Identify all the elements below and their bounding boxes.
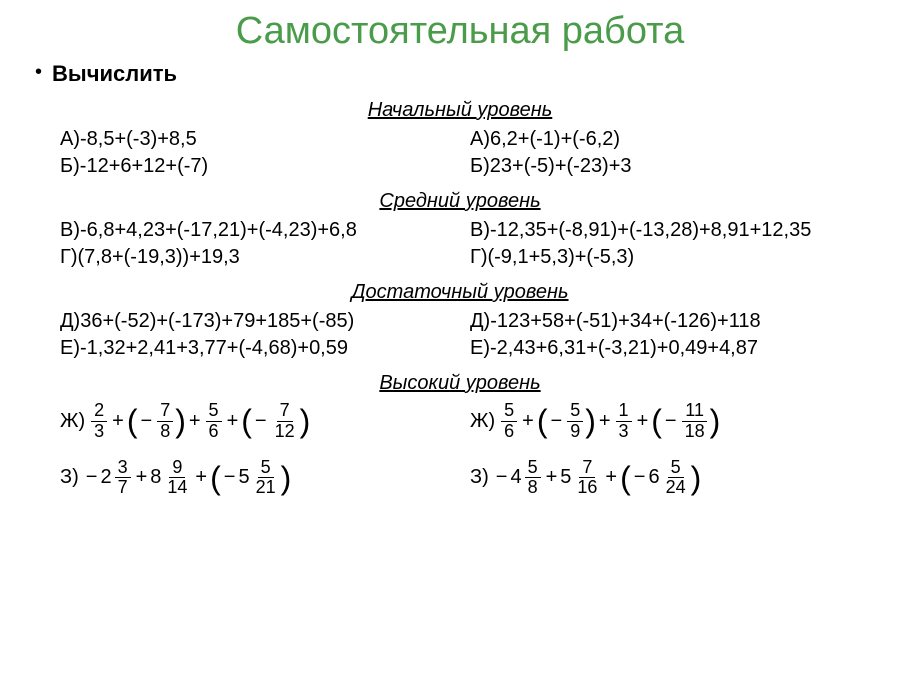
problem-row: А)-8,5+(-3)+8,5А)6,2+(-1)+(-6,2) xyxy=(30,128,890,151)
operator: + xyxy=(195,466,207,489)
operator: ( xyxy=(620,462,631,494)
sufficient-problems: Д)36+(-52)+(-173)+79+185+(-85)Д)-123+58+… xyxy=(30,310,890,360)
level-header-middle: Средний уровень xyxy=(30,190,890,213)
problem-label: Ж) xyxy=(60,410,85,433)
whole-part: 5 xyxy=(238,466,249,489)
problem-left: Е)-1,32+2,41+3,77+(-4,68)+0,59 xyxy=(30,337,470,360)
operator: + xyxy=(605,466,617,489)
subtitle-container: • Вычислить xyxy=(30,61,890,87)
whole-part: 5 xyxy=(560,466,571,489)
operator: ) xyxy=(175,405,186,437)
problem-left: Д)36+(-52)+(-173)+79+185+(-85) xyxy=(30,310,470,333)
mixed-fraction: 8914 xyxy=(150,458,192,499)
problem-left: Б)-12+6+12+(-7) xyxy=(30,155,470,178)
operator: − xyxy=(86,466,98,489)
problem-row: Е)-1,32+2,41+3,77+(-4,68)+0,59Е)-2,43+6,… xyxy=(30,337,890,360)
fraction: 716 xyxy=(574,458,600,499)
operator: − xyxy=(665,410,677,433)
fraction: 914 xyxy=(164,458,190,499)
whole-part: 2 xyxy=(100,466,111,489)
fraction: 56 xyxy=(206,401,222,442)
high-problem-row: З)−237+8914+(−5521)З)−458+5716+(−6524) xyxy=(30,458,890,499)
problem-left: В)-6,8+4,23+(-17,21)+(-4,23)+6,8 xyxy=(30,219,470,242)
operator: ) xyxy=(585,405,596,437)
high-problem-row: Ж)23+(−78)+56+(−712)Ж)56+(−59)+13+(−1118… xyxy=(30,401,890,442)
operator: ) xyxy=(300,405,311,437)
fraction: 56 xyxy=(501,401,517,442)
problem-right: Б)23+(-5)+(-23)+3 xyxy=(470,155,632,178)
fraction: 58 xyxy=(525,458,541,499)
operator: ( xyxy=(537,405,548,437)
page-title: Самостоятельная работа xyxy=(30,10,890,53)
operator: − xyxy=(255,410,267,433)
fraction-expression: Ж)23+(−78)+56+(−712) xyxy=(30,401,470,442)
operator: − xyxy=(496,466,508,489)
high-problems: Ж)23+(−78)+56+(−712)Ж)56+(−59)+13+(−1118… xyxy=(30,401,890,498)
fraction: 524 xyxy=(663,458,689,499)
operator: ) xyxy=(281,462,292,494)
mixed-fraction: 237 xyxy=(100,458,132,499)
whole-part: 6 xyxy=(648,466,659,489)
problem-right: Е)-2,43+6,31+(-3,21)+0,49+4,87 xyxy=(470,337,758,360)
fraction: 712 xyxy=(272,401,298,442)
problem-right: А)6,2+(-1)+(-6,2) xyxy=(470,128,620,151)
problem-row: Д)36+(-52)+(-173)+79+185+(-85)Д)-123+58+… xyxy=(30,310,890,333)
operator: + xyxy=(599,410,611,433)
mixed-fraction: 5521 xyxy=(238,458,280,499)
subtitle-text: Вычислить xyxy=(52,61,177,87)
operator: ( xyxy=(210,462,221,494)
fraction-expression: З)−237+8914+(−5521) xyxy=(30,458,470,499)
problem-row: Г)(7,8+(-19,3))+19,3Г)(-9,1+5,3)+(-5,3) xyxy=(30,246,890,269)
fraction: 23 xyxy=(91,401,107,442)
middle-problems: В)-6,8+4,23+(-17,21)+(-4,23)+6,8В)-12,35… xyxy=(30,219,890,269)
fraction: 1118 xyxy=(682,401,708,442)
operator: ) xyxy=(691,462,702,494)
problem-left: А)-8,5+(-3)+8,5 xyxy=(30,128,470,151)
beginner-problems: А)-8,5+(-3)+8,5А)6,2+(-1)+(-6,2)Б)-12+6+… xyxy=(30,128,890,178)
problem-right: В)-12,35+(-8,91)+(-13,28)+8,91+12,35 xyxy=(470,219,811,242)
fraction: 13 xyxy=(616,401,632,442)
operator: + xyxy=(136,466,148,489)
problem-label: Ж) xyxy=(470,410,495,433)
problem-row: Б)-12+6+12+(-7)Б)23+(-5)+(-23)+3 xyxy=(30,155,890,178)
fraction-expression: З)−458+5716+(−6524) xyxy=(470,458,701,499)
operator: ( xyxy=(241,405,252,437)
whole-part: 8 xyxy=(150,466,161,489)
whole-part: 4 xyxy=(510,466,521,489)
operator: ( xyxy=(651,405,662,437)
fraction: 521 xyxy=(253,458,279,499)
operator: + xyxy=(546,466,558,489)
operator: + xyxy=(522,410,534,433)
level-header-sufficient: Достаточный уровень xyxy=(30,281,890,304)
operator: + xyxy=(189,410,201,433)
level-header-beginner: Начальный уровень xyxy=(30,99,890,122)
operator: + xyxy=(112,410,124,433)
mixed-fraction: 6524 xyxy=(648,458,690,499)
problem-row: В)-6,8+4,23+(-17,21)+(-4,23)+6,8В)-12,35… xyxy=(30,219,890,242)
problem-right: Г)(-9,1+5,3)+(-5,3) xyxy=(470,246,634,269)
fraction: 78 xyxy=(157,401,173,442)
operator: ( xyxy=(127,405,138,437)
operator: − xyxy=(224,466,236,489)
operator: − xyxy=(551,410,563,433)
problem-left: Г)(7,8+(-19,3))+19,3 xyxy=(30,246,470,269)
operator: ) xyxy=(710,405,721,437)
operator: + xyxy=(227,410,239,433)
operator: − xyxy=(141,410,153,433)
operator: − xyxy=(634,466,646,489)
problem-label: З) xyxy=(470,466,489,489)
bullet-icon: • xyxy=(35,61,42,84)
problem-label: З) xyxy=(60,466,79,489)
mixed-fraction: 458 xyxy=(510,458,542,499)
fraction: 37 xyxy=(115,458,131,499)
problem-right: Д)-123+58+(-51)+34+(-126)+118 xyxy=(470,310,761,333)
operator: + xyxy=(637,410,649,433)
fraction-expression: Ж)56+(−59)+13+(−1118) xyxy=(470,401,720,442)
level-header-high: Высокий уровень xyxy=(30,372,890,395)
fraction: 59 xyxy=(567,401,583,442)
mixed-fraction: 5716 xyxy=(560,458,602,499)
